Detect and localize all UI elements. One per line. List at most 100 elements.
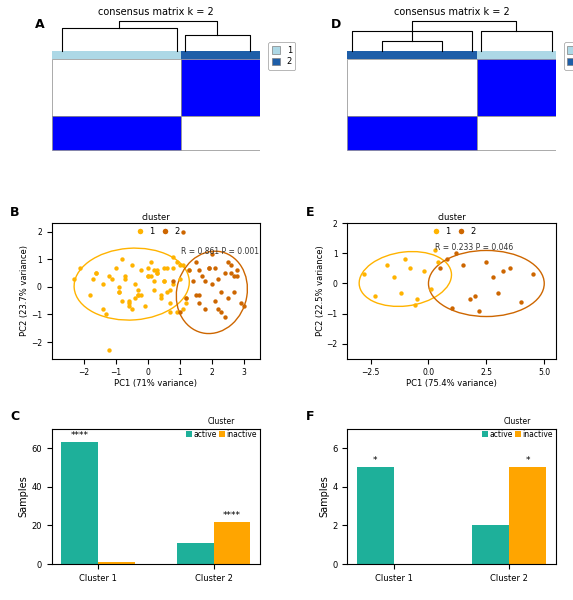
- Point: [204, 263, 213, 272]
- Point: [194, 299, 203, 308]
- Point: [143, 271, 152, 281]
- Bar: [477, 51, 556, 59]
- Point: [124, 301, 133, 311]
- Text: D: D: [331, 18, 341, 31]
- Point: [359, 269, 368, 279]
- Point: [124, 296, 133, 305]
- Point: [178, 304, 187, 314]
- Point: [182, 299, 191, 308]
- Point: [156, 293, 165, 302]
- Point: [220, 268, 229, 278]
- Point: [169, 252, 178, 262]
- Y-axis label: Samples: Samples: [320, 476, 329, 517]
- Point: [223, 293, 233, 302]
- Legend: active, inactive: active, inactive: [478, 414, 556, 442]
- Bar: [357, 467, 394, 564]
- Point: [210, 296, 219, 305]
- Point: [413, 294, 422, 304]
- Point: [156, 290, 165, 300]
- Bar: [52, 116, 180, 151]
- Point: [99, 304, 108, 314]
- Point: [159, 277, 168, 286]
- Point: [105, 346, 114, 355]
- Text: A: A: [35, 18, 45, 31]
- Point: [230, 271, 239, 281]
- Point: [207, 280, 217, 289]
- Point: [498, 266, 507, 276]
- Point: [226, 260, 236, 269]
- Bar: [472, 526, 509, 564]
- Point: [153, 266, 162, 275]
- Point: [92, 268, 101, 278]
- Text: F: F: [306, 410, 314, 423]
- Point: [166, 285, 175, 295]
- Point: [178, 260, 187, 269]
- Point: [105, 271, 114, 281]
- Text: C: C: [10, 410, 19, 423]
- Point: [489, 272, 498, 282]
- Text: B: B: [10, 206, 19, 219]
- Point: [121, 271, 130, 281]
- Point: [214, 304, 223, 314]
- Point: [140, 301, 149, 311]
- Text: E: E: [306, 206, 314, 219]
- Legend: 1, 2: 1, 2: [268, 43, 295, 70]
- Point: [382, 260, 391, 270]
- Point: [201, 277, 210, 286]
- Point: [433, 257, 442, 267]
- Point: [153, 268, 162, 278]
- Bar: [509, 467, 546, 564]
- Point: [410, 300, 419, 310]
- Point: [101, 310, 111, 319]
- Point: [482, 257, 491, 267]
- Point: [230, 287, 239, 297]
- Point: [182, 293, 191, 302]
- Point: [172, 307, 181, 316]
- Point: [210, 263, 219, 272]
- Point: [117, 296, 127, 305]
- X-axis label: PC1 (75.4% variance): PC1 (75.4% variance): [406, 379, 497, 388]
- Point: [127, 304, 136, 314]
- Point: [182, 293, 191, 302]
- Bar: [347, 51, 477, 59]
- Point: [191, 257, 201, 267]
- Point: [217, 307, 226, 316]
- Bar: [52, 59, 180, 116]
- Point: [159, 277, 168, 286]
- Bar: [98, 562, 135, 564]
- Point: [452, 248, 461, 258]
- Bar: [52, 51, 180, 59]
- Point: [121, 274, 130, 283]
- Point: [505, 263, 514, 273]
- Point: [405, 263, 414, 273]
- Point: [442, 254, 452, 264]
- Point: [204, 263, 213, 272]
- Point: [185, 266, 194, 275]
- Point: [236, 299, 245, 308]
- Legend: 1, 2: 1, 2: [424, 210, 479, 239]
- Point: [458, 260, 468, 270]
- Point: [134, 290, 143, 300]
- Point: [159, 263, 168, 272]
- Point: [108, 274, 117, 283]
- Point: [516, 297, 525, 307]
- Point: [172, 257, 181, 267]
- Point: [76, 263, 85, 272]
- Point: [89, 274, 98, 283]
- Y-axis label: Samples: Samples: [18, 476, 29, 517]
- Point: [198, 271, 207, 281]
- Point: [426, 284, 435, 294]
- Point: [194, 266, 203, 275]
- Point: [143, 263, 152, 272]
- Point: [111, 263, 120, 272]
- Point: [475, 306, 484, 316]
- Legend: 1, 2: 1, 2: [128, 210, 183, 239]
- Bar: [477, 59, 556, 116]
- Point: [150, 285, 159, 295]
- Bar: [61, 442, 98, 564]
- X-axis label: PC1 (71% variance): PC1 (71% variance): [114, 379, 197, 388]
- Point: [114, 287, 123, 297]
- Point: [185, 266, 194, 275]
- Point: [233, 271, 242, 281]
- Text: *: *: [525, 455, 530, 464]
